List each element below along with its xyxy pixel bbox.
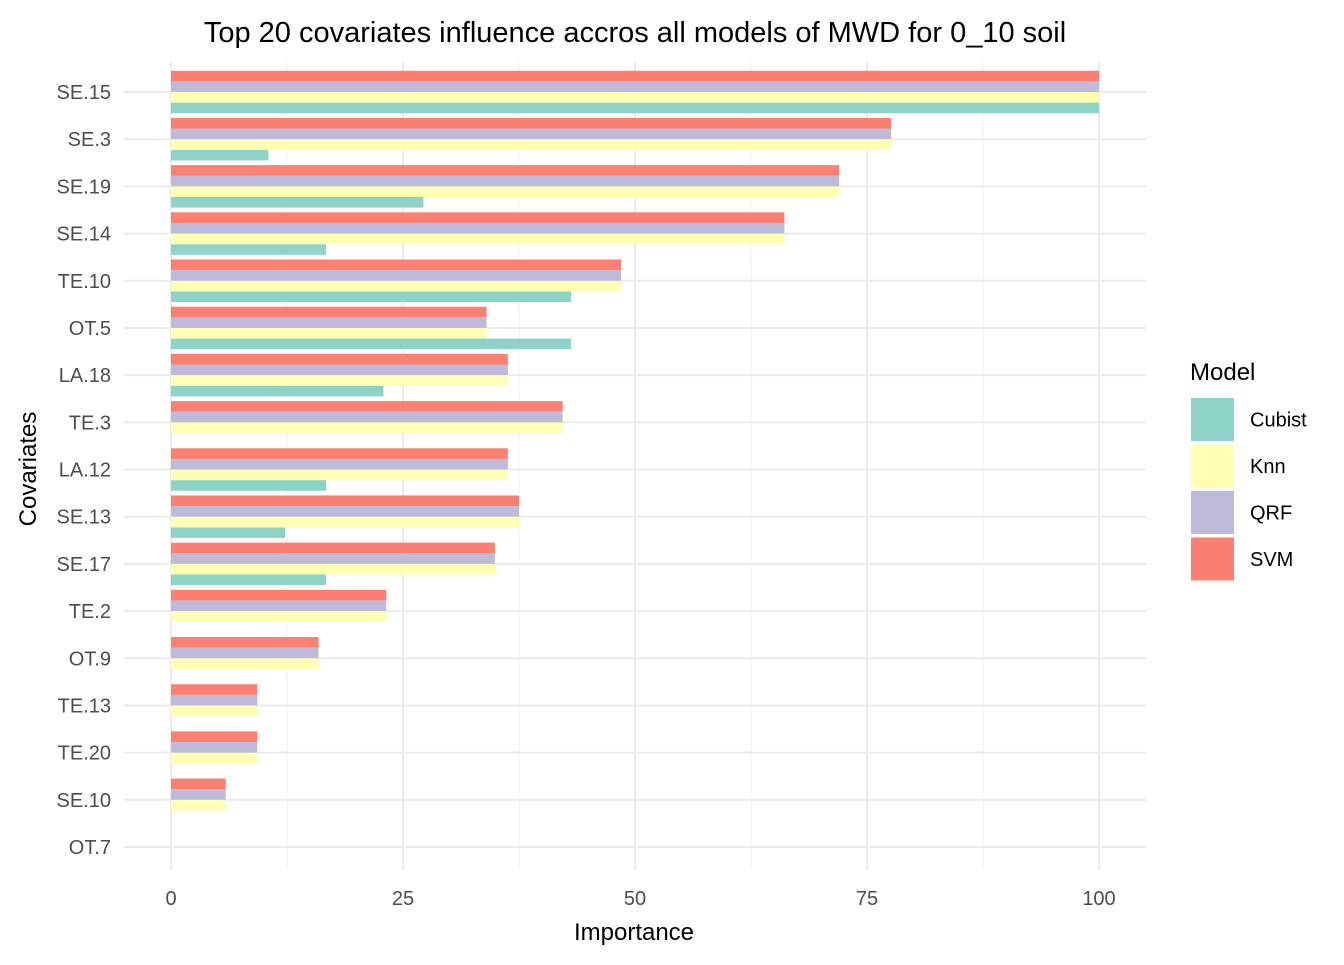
bar-qrf-la-18 [171,364,508,376]
legend-title: Model [1190,359,1255,386]
bar-svm-te-13 [171,684,258,695]
axes: SE.15 SE.3 SE.19 SE.14 TE.10 OT.5 LA.18 TE.3 LA.… [57,82,1116,910]
bars [171,70,1099,811]
chart-title: Top 20 covariates influence accros all m… [204,17,1066,49]
bar-svm-la-12 [171,448,508,459]
legend-label-qrf: QRF [1250,503,1292,525]
bar-knn-se-19 [171,186,840,197]
bar-qrf-se-14 [171,222,785,234]
y-tick-label: SE.17 [57,554,111,576]
y-tick-label: LA.12 [59,460,111,482]
x-tick-label: 75 [856,888,878,910]
y-tick-label: TE.10 [58,271,111,293]
bar-svm-se-10 [171,778,226,790]
legend: Model Cubist Knn QRF SVM [1190,359,1307,581]
bar-knn-la-12 [171,469,508,481]
bar-qrf-se-10 [171,789,226,800]
bar-cubist-se-14 [171,244,326,255]
y-tick-label: SE.15 [57,82,111,104]
y-tick-label: SE.10 [57,790,111,812]
bar-qrf-ot-5 [171,317,487,328]
bar-knn-se-10 [171,799,226,811]
bar-cubist-te-10 [171,291,571,302]
bar-qrf-se-17 [171,553,495,564]
bar-cubist-se-15 [171,102,1099,114]
y-tick-label: SE.19 [57,176,111,198]
y-tick-label: SE.13 [57,507,111,529]
bar-qrf-se-13 [171,506,519,517]
legend-key-svm [1191,537,1234,581]
bar-qrf-te-2 [171,600,387,612]
legend-label-knn: Knn [1250,456,1286,478]
bar-svm-se-19 [171,165,840,176]
bar-cubist-se-17 [171,574,326,586]
bar-svm-se-13 [171,495,519,507]
legend-key-cubist [1191,398,1234,441]
bar-knn-la-18 [171,375,508,386]
bar-knn-ot-5 [171,327,487,339]
y-tick-label: OT.7 [69,837,111,859]
bar-qrf-la-12 [171,458,508,470]
bar-qrf-ot-9 [171,647,319,659]
legend-key-qrf [1191,491,1234,534]
bar-cubist-ot-5 [171,338,571,350]
bar-svm-ot-5 [171,306,487,318]
y-tick-label: LA.18 [59,365,111,387]
bar-knn-se-14 [171,233,785,245]
y-tick-label: TE.20 [58,743,111,765]
x-tick-label: 100 [1082,888,1115,910]
bar-knn-te-20 [171,752,258,764]
bar-qrf-se-19 [171,175,840,187]
bar-cubist-se-3 [171,149,269,161]
bar-cubist-la-18 [171,385,384,397]
bar-knn-te-2 [171,611,387,622]
x-tick-label: 0 [165,888,176,910]
x-axis-label: Importance [574,919,694,946]
bar-knn-se-17 [171,563,495,575]
bar-svm-te-2 [171,589,387,601]
bar-knn-se-13 [171,516,519,528]
bar-knn-ot-9 [171,658,319,669]
y-axis-label: Covariates [15,412,42,527]
bar-knn-te-13 [171,705,258,717]
bar-svm-se-3 [171,117,892,129]
bar-cubist-se-19 [171,196,424,208]
bar-svm-te-10 [171,259,622,271]
bar-svm-ot-9 [171,637,319,648]
bar-knn-te-3 [171,422,563,433]
bar-knn-te-10 [171,280,622,292]
bar-qrf-te-3 [171,411,563,423]
legend-label-cubist: Cubist [1250,410,1307,432]
y-tick-label: OT.9 [69,648,111,670]
bar-svm-se-15 [171,70,1099,82]
legend-key-knn [1191,444,1234,488]
bar-svm-la-18 [171,353,508,365]
bar-svm-se-14 [171,212,785,223]
bar-knn-se-3 [171,139,892,150]
y-tick-label: OT.5 [69,318,111,340]
y-tick-label: TE.13 [58,695,111,717]
x-tick-label: 50 [624,888,646,910]
bar-svm-se-17 [171,542,495,554]
bar-svm-te-3 [171,401,563,412]
y-tick-label: SE.3 [68,129,111,151]
bar-qrf-te-20 [171,742,258,753]
y-tick-label: SE.14 [57,224,111,246]
bar-qrf-se-15 [171,81,1099,92]
bar-knn-se-15 [171,92,1099,103]
legend-label-svm: SVM [1250,549,1293,571]
bar-qrf-te-10 [171,270,622,281]
y-tick-label: TE.2 [69,601,111,623]
bar-qrf-se-3 [171,128,892,140]
bar-cubist-la-12 [171,480,326,491]
y-tick-label: TE.3 [69,412,111,434]
bar-qrf-te-13 [171,694,258,706]
x-tick-label: 25 [392,888,414,910]
bar-svm-te-20 [171,731,258,743]
bar-cubist-se-13 [171,527,286,538]
